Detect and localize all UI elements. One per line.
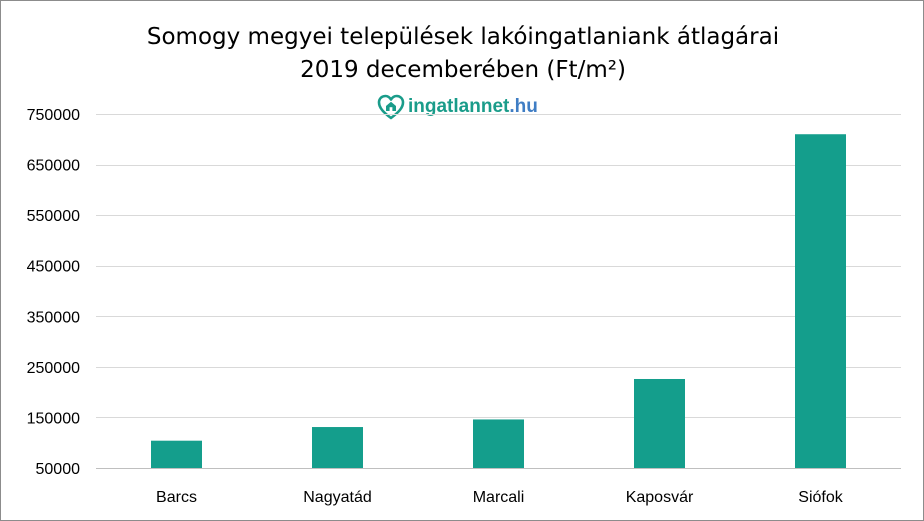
chart-title-line2: 2019 decemberében (Ft/m²) — [300, 57, 626, 83]
y-axis-tick-labels: 50000 150000 250000 350000 450000 550000 65000… — [27, 107, 80, 478]
y-tick-label: 650000 — [27, 158, 80, 175]
bar-siófok — [795, 134, 846, 468]
y-tick-label: 250000 — [27, 360, 80, 377]
y-tick-label: 450000 — [27, 259, 80, 276]
house-heart-icon — [377, 94, 405, 120]
x-tick-label: Kaposvár — [626, 489, 694, 506]
logo-name: ingatlannet — [408, 96, 510, 117]
y-tick-label: 150000 — [27, 410, 80, 427]
x-axis-tick-labels: Barcs Nagyatád Marcali Kaposvár Siófok — [156, 489, 844, 506]
bar-nagyatád — [312, 427, 363, 468]
x-tick-label: Nagyatád — [303, 489, 372, 506]
x-tick-label: Marcali — [473, 489, 525, 506]
y-tick-label: 550000 — [27, 208, 80, 225]
bar-marcali — [473, 419, 524, 468]
gridlines — [96, 114, 901, 469]
bars — [151, 134, 846, 468]
x-tick-label: Barcs — [156, 489, 197, 506]
y-tick-label: 350000 — [27, 309, 80, 326]
y-tick-label: 750000 — [27, 107, 80, 124]
y-tick-label: 50000 — [36, 461, 81, 478]
ingatlannet-logo: ingatlannet .hu — [377, 93, 538, 121]
bar-barcs — [151, 440, 202, 468]
bar-kaposvár — [634, 378, 685, 468]
chart-title-line1: Somogy megyei települések lakóingatlania… — [146, 24, 780, 50]
x-tick-label: Siófok — [798, 489, 843, 506]
chart-title: Somogy megyei települések lakóingatlania… — [1, 21, 924, 87]
logo-tld: .hu — [509, 96, 538, 117]
